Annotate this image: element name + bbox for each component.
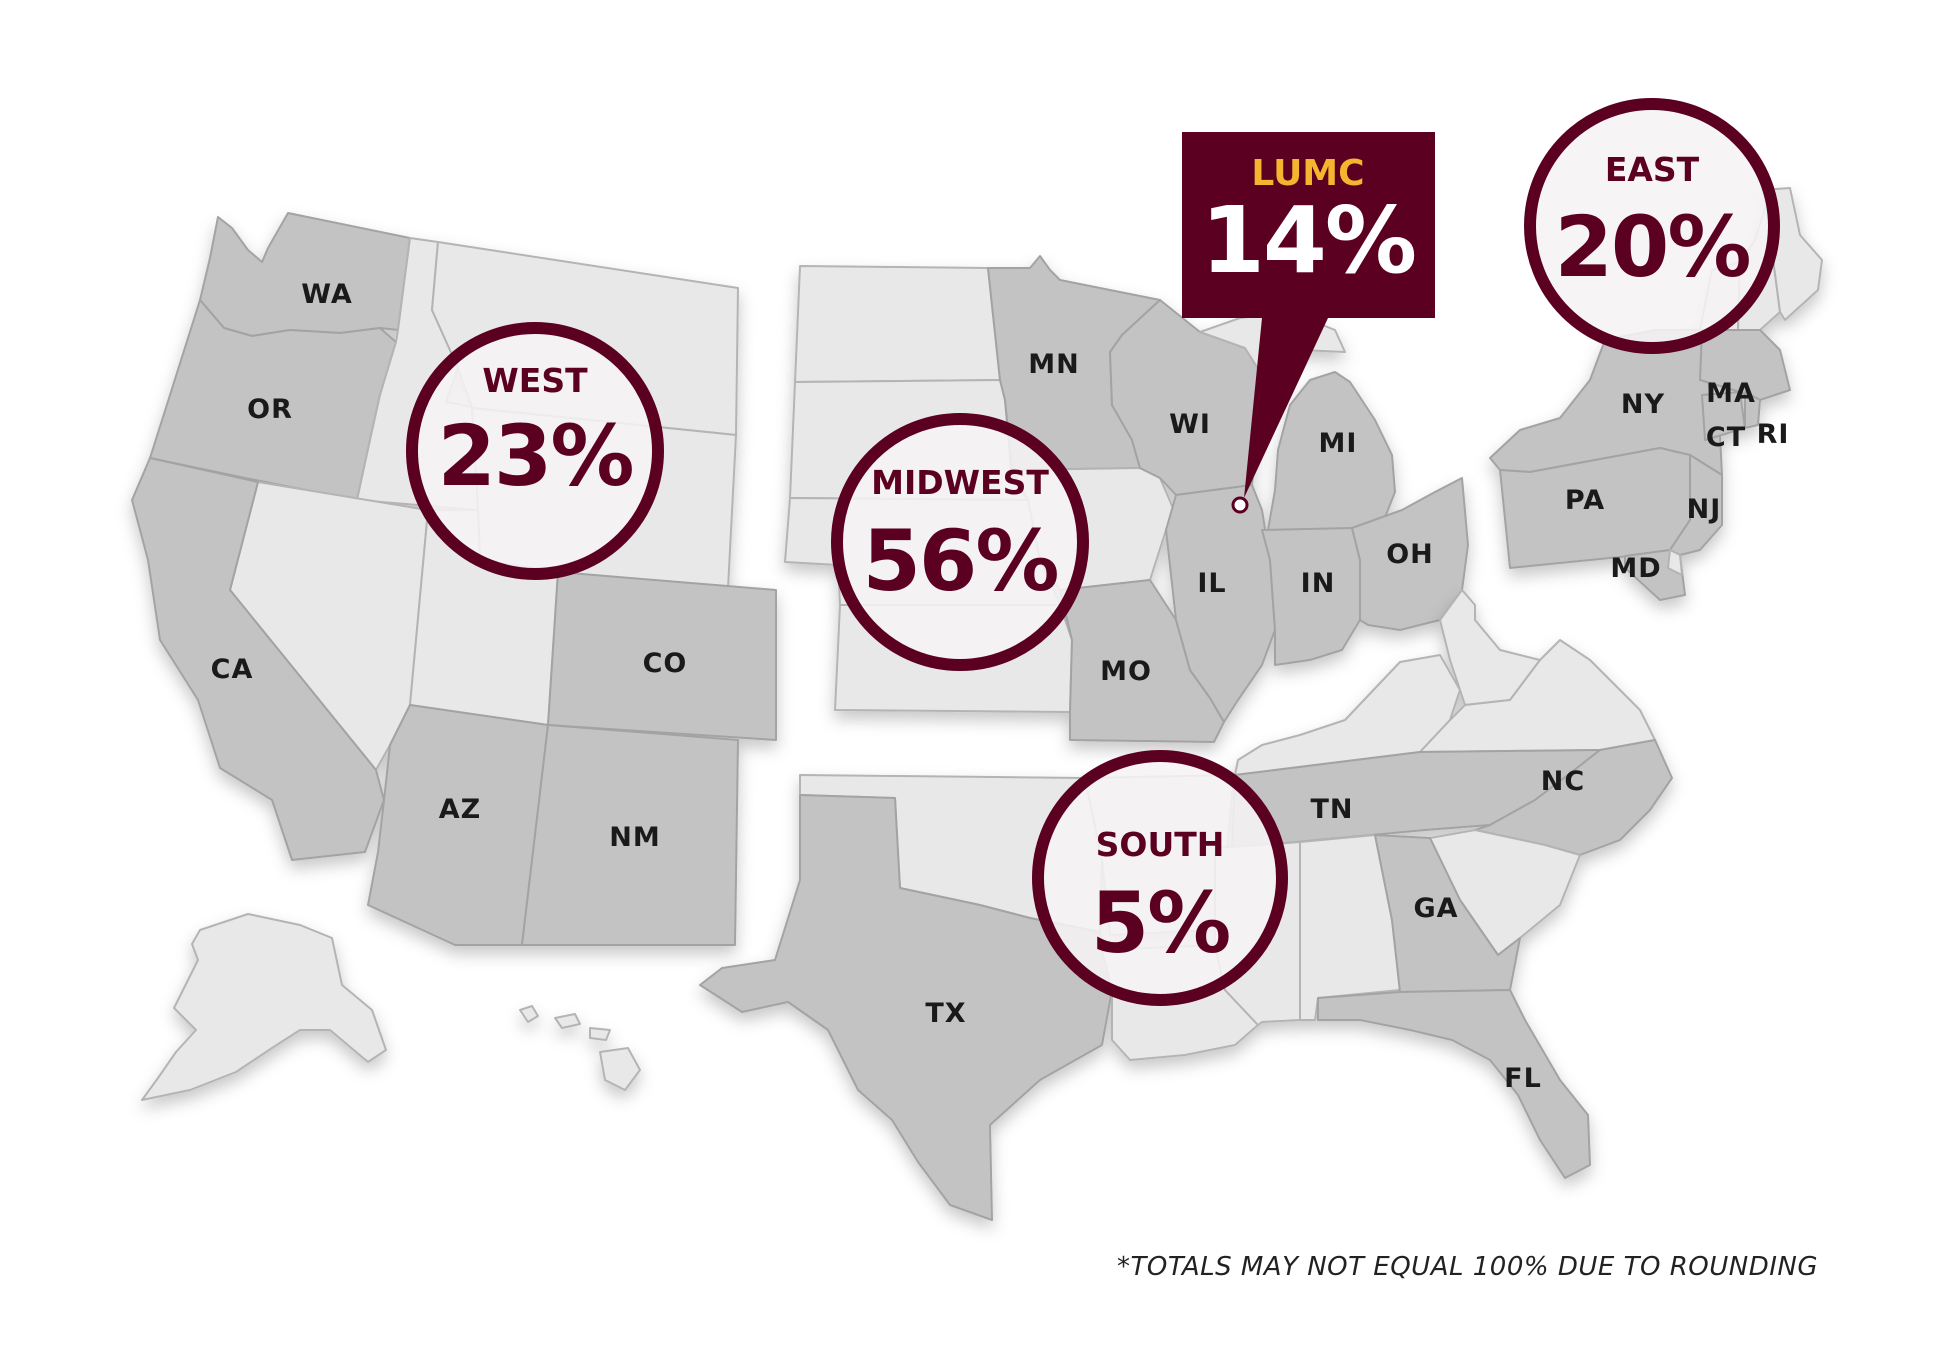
state-ri: [1744, 391, 1761, 429]
region-west-value: 23%: [437, 407, 632, 505]
state-label-nm: NM: [609, 822, 660, 853]
state-hi-2: [554, 1013, 581, 1029]
state-ca: [131, 457, 385, 861]
state-label-mo: MO: [1100, 656, 1152, 687]
state-ga: [1374, 834, 1521, 993]
state-nm: [521, 724, 739, 946]
state-nd: [794, 265, 1001, 383]
lumc-callout-box: [1182, 132, 1435, 498]
state-hi-1: [519, 1005, 539, 1023]
state-label-ct: CT: [1706, 422, 1746, 453]
state-co: [547, 571, 777, 741]
region-midwest-ring: [831, 413, 1089, 671]
state-label-az: AZ: [439, 794, 481, 825]
state-label-nj: NJ: [1687, 494, 1722, 525]
region-south: SOUTH 5%: [1032, 750, 1288, 1006]
state-wa: [199, 212, 411, 337]
state-label-tn: TN: [1310, 794, 1353, 825]
region-east-ring: [1524, 98, 1780, 354]
region-midwest-name: MIDWEST: [871, 463, 1049, 502]
region-east-value: 20%: [1554, 198, 1749, 296]
region-east-name: EAST: [1605, 150, 1700, 189]
state-label-mn: MN: [1028, 349, 1079, 380]
state-hi-3: [589, 1027, 611, 1041]
region-midwest-value: 56%: [862, 512, 1057, 610]
state-label-tx: TX: [925, 998, 966, 1029]
state-label-mi: MI: [1319, 428, 1358, 459]
state-fl: [1317, 989, 1591, 1179]
state-label-ny: NY: [1621, 389, 1665, 420]
state-label-ma: MA: [1706, 378, 1756, 409]
region-south-name: SOUTH: [1096, 825, 1225, 864]
state-label-ca: CA: [211, 654, 254, 685]
state-nj: [1669, 454, 1723, 556]
state-label-wi: WI: [1169, 409, 1211, 440]
lumc-callout: LUMC 14%: [1182, 132, 1435, 514]
state-wv: [1439, 589, 1541, 706]
footnote: *TOTALS MAY NOT EQUAL 100% DUE TO ROUNDI…: [1116, 1252, 1818, 1282]
region-west-name: WEST: [482, 361, 588, 400]
state-label-nc: NC: [1541, 766, 1585, 797]
state-label-wa: WA: [301, 279, 352, 310]
lumc-location-marker: [1231, 496, 1249, 514]
state-label-or: OR: [247, 394, 293, 425]
region-west-ring: [406, 322, 664, 580]
state-label-co: CO: [643, 648, 688, 679]
state-de: [1667, 549, 1683, 576]
state-label-fl: FL: [1504, 1063, 1542, 1094]
lumc-callout-value: 14%: [1201, 187, 1415, 294]
state-label-il: IL: [1197, 568, 1226, 599]
state-labels: WA OR CA AZ NM CO TX MN WI MI IL IN OH M…: [211, 279, 1790, 1094]
region-south-value: 5%: [1091, 874, 1230, 972]
state-tx: [699, 794, 1113, 1221]
state-label-md: MD: [1610, 553, 1661, 584]
state-il: [1165, 484, 1276, 723]
state-label-pa: PA: [1565, 485, 1605, 516]
state-ny: [1489, 329, 1723, 476]
state-ak: [141, 913, 387, 1101]
region-south-ring: [1032, 750, 1288, 1006]
state-label-in: IN: [1301, 568, 1336, 599]
state-mi: [1267, 371, 1396, 531]
region-midwest: MIDWEST 56%: [831, 413, 1089, 671]
state-label-ri: RI: [1757, 419, 1790, 450]
lumc-callout-name: LUMC: [1251, 153, 1364, 194]
region-east: EAST 20%: [1524, 98, 1780, 354]
state-label-ga: GA: [1413, 893, 1458, 924]
state-az: [367, 704, 549, 946]
region-west: WEST 23%: [406, 322, 664, 580]
state-label-oh: OH: [1386, 539, 1434, 570]
state-hi-4: [599, 1047, 641, 1091]
